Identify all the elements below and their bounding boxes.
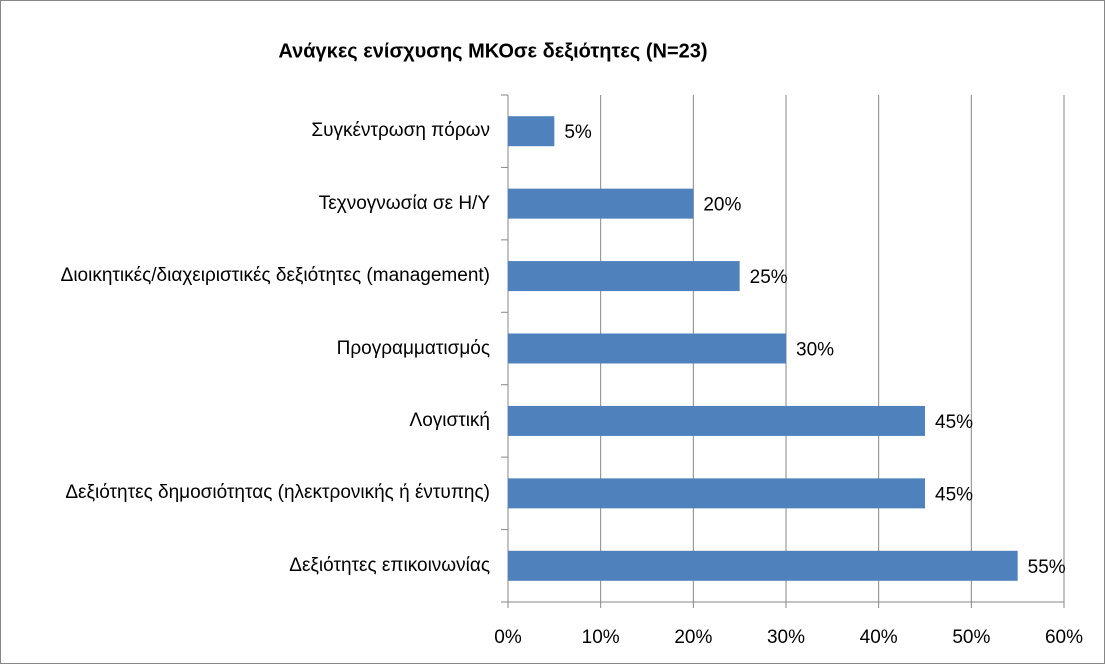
y-tick-label: Συγκέντρωση πόρων [311, 120, 490, 142]
x-tick-label: 0% [494, 627, 522, 648]
y-tick-label-box: Τεχνογνωσία σε Η/Υ [0, 192, 490, 216]
bar [508, 550, 1018, 581]
bar [508, 478, 925, 509]
bar [508, 405, 925, 436]
x-tick-label: 50% [952, 627, 990, 648]
x-tick-label: 20% [674, 627, 712, 648]
y-tick-label: Δεξιότητες επικοινωνίας [289, 554, 490, 576]
chart-title: Ανάγκες ενίσχυσης ΜΚΟσε δεξιότητες (Ν=23… [278, 40, 707, 62]
y-tick-label-box: Προγραμματισμός [0, 337, 490, 361]
bar [508, 261, 740, 292]
x-tick-label: 10% [582, 627, 620, 648]
y-tick-label-box: Διοικητικές/διαχειριστικές δεξιότητες (m… [0, 264, 490, 288]
y-tick-label-box: Δεξιότητες επικοινωνίας [0, 554, 490, 578]
y-tick-label-box: Λογιστική [0, 409, 491, 433]
y-tick-label: Δεξιότητες δημοσιότητας (ηλεκτρονικής ή … [65, 482, 490, 504]
bar [508, 188, 694, 219]
x-tick-label: 30% [767, 627, 805, 648]
data-label: 25% [750, 267, 788, 288]
y-tick-label-box: Συγκέντρωση πόρων [0, 119, 490, 143]
y-tick-label: Προγραμματισμός [336, 337, 490, 359]
x-tick-label: 60% [1045, 627, 1083, 648]
x-tick-label: 40% [860, 627, 898, 648]
y-tick-label: Λογιστική [409, 409, 491, 431]
data-label: 20% [703, 195, 741, 216]
data-label: 5% [564, 122, 592, 143]
bar [508, 116, 555, 147]
y-tick-label-box: Δεξιότητες δημοσιότητας (ηλεκτρονικής ή … [0, 481, 490, 505]
data-label: 30% [796, 340, 834, 361]
data-label: 45% [935, 484, 973, 505]
data-label: 55% [1028, 557, 1066, 578]
data-label: 45% [935, 412, 973, 433]
y-tick-label: Τεχνογνωσία σε Η/Υ [318, 192, 490, 214]
y-tick-label: Διοικητικές/διαχειριστικές δεξιότητες (m… [60, 265, 490, 287]
bar [508, 333, 786, 364]
